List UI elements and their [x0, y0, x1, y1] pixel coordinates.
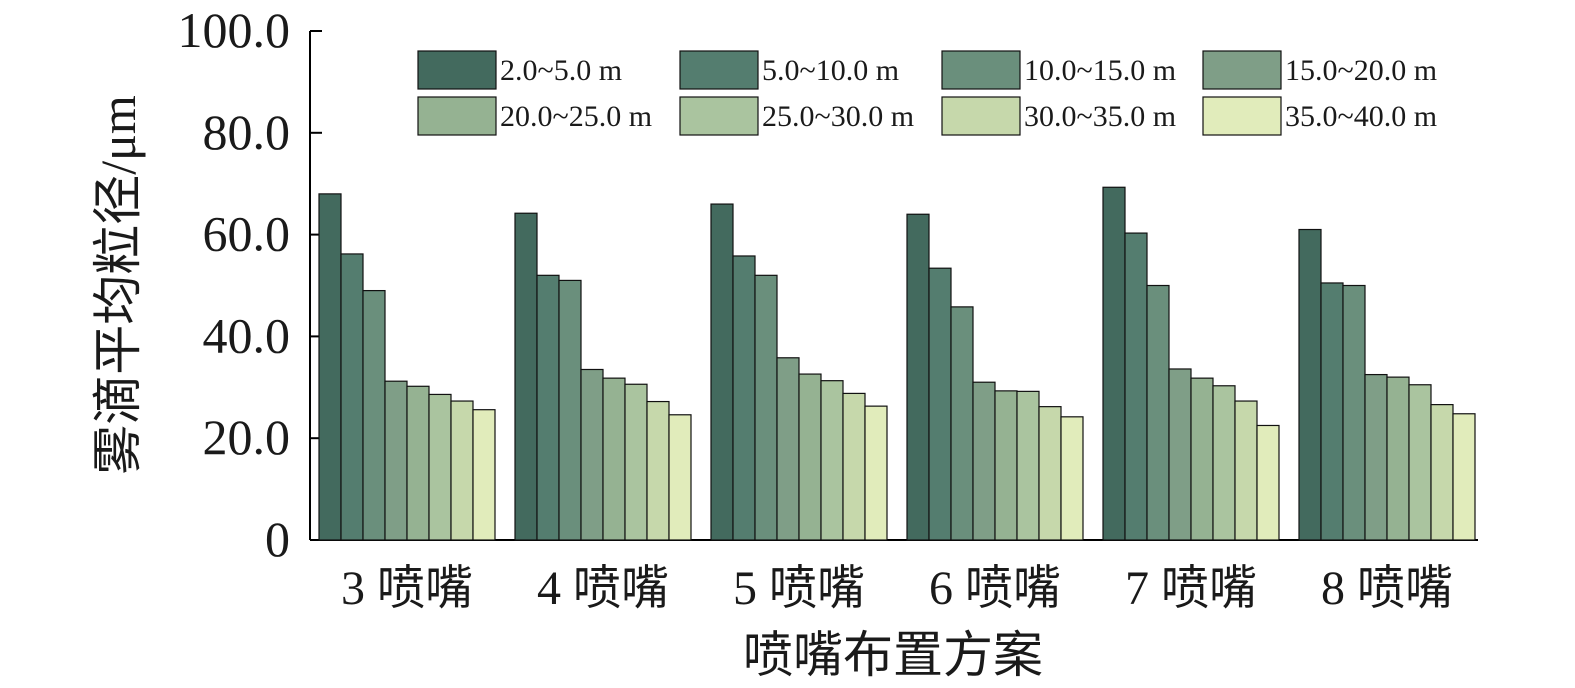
- legend-label: 5.0~10.0 m: [762, 54, 899, 87]
- x-tick-label: 3 喷嘴: [341, 562, 473, 615]
- bar: [514, 212, 538, 541]
- legend-swatch: [1202, 50, 1282, 90]
- legend-label: 2.0~5.0 m: [500, 54, 622, 87]
- y-tick-label: 80.0: [203, 104, 291, 160]
- bar: [558, 279, 582, 541]
- bar: [1430, 404, 1454, 541]
- x-tick-label: 6 喷嘴: [929, 562, 1061, 615]
- legend-swatch: [1202, 96, 1282, 136]
- bar: [1124, 232, 1148, 541]
- y-tick-label: 40.0: [203, 307, 291, 363]
- legend: 2.0~5.0 m 5.0~10.0 m 10.0~15.0 m 15.0~20.0 …: [417, 50, 1437, 136]
- x-tick-label: 7 喷嘴: [1125, 562, 1257, 615]
- bar: [536, 274, 560, 541]
- legend-label: 10.0~15.0 m: [1024, 54, 1176, 87]
- y-tick-label: 100.0: [178, 2, 291, 58]
- bar: [1234, 400, 1258, 541]
- bar: [580, 368, 604, 541]
- x-axis-title: 喷嘴布置方案: [743, 627, 1043, 683]
- bar: [710, 203, 734, 541]
- bar: [1386, 376, 1410, 541]
- legend-label: 15.0~20.0 m: [1285, 54, 1437, 87]
- legend-swatch: [679, 50, 759, 90]
- x-tick-label: 5 喷嘴: [733, 562, 865, 615]
- x-axis: 3 喷嘴 4 喷嘴 5 喷嘴 6 喷嘴 7 喷嘴 8 喷嘴: [310, 539, 1478, 615]
- bar: [928, 267, 952, 541]
- bar: [450, 400, 474, 541]
- bar: [950, 306, 974, 541]
- bar: [1212, 385, 1236, 541]
- bar: [1320, 282, 1344, 541]
- bar: [646, 400, 670, 541]
- legend-label: 35.0~40.0 m: [1285, 100, 1437, 133]
- bar: [1146, 284, 1170, 541]
- y-axis-title: 雾滴平均粒径/μm: [90, 95, 146, 475]
- legend-label: 30.0~35.0 m: [1024, 100, 1176, 133]
- legend-swatch: [941, 50, 1021, 90]
- bar: [668, 414, 692, 541]
- bar: [1408, 384, 1432, 541]
- bar: [1102, 186, 1126, 541]
- bar: [906, 213, 930, 541]
- legend-swatch: [679, 96, 759, 136]
- bar: [624, 383, 648, 541]
- bar: [340, 253, 364, 541]
- bar: [472, 409, 496, 541]
- bar: [1342, 284, 1366, 541]
- bar: [1016, 390, 1040, 541]
- bar: [994, 390, 1018, 541]
- bar: [1364, 373, 1388, 541]
- bar: [1060, 416, 1084, 541]
- y-tick-label: 60.0: [203, 206, 291, 262]
- legend-label: 20.0~25.0 m: [500, 100, 652, 133]
- bar: [820, 380, 844, 541]
- bar: [798, 373, 822, 541]
- bar: [1298, 228, 1322, 541]
- y-tick-label: 0: [265, 511, 290, 567]
- bar: [362, 289, 386, 541]
- bar: [384, 380, 408, 541]
- bar: [1452, 413, 1476, 541]
- bar: [318, 193, 342, 541]
- bar: [776, 357, 800, 541]
- legend-swatch: [941, 96, 1021, 136]
- x-tick-label: 4 喷嘴: [537, 562, 669, 615]
- bar: [602, 377, 626, 541]
- x-tick-label: 8 喷嘴: [1321, 562, 1453, 615]
- y-tick-label: 20.0: [203, 409, 291, 465]
- bar: [972, 381, 996, 541]
- bar: [406, 385, 430, 541]
- bar: [754, 274, 778, 541]
- bar: [842, 392, 866, 541]
- bar: [428, 393, 452, 541]
- bar: [1256, 424, 1280, 541]
- bar: [732, 255, 756, 541]
- bar: [1168, 368, 1192, 541]
- legend-swatch: [417, 50, 497, 90]
- bars: [318, 186, 1476, 541]
- bar: [1038, 406, 1062, 541]
- legend-label: 25.0~30.0 m: [762, 100, 914, 133]
- legend-swatch: [417, 96, 497, 136]
- y-axis: 0 20.0 40.0 60.0 80.0 100.0: [178, 2, 322, 567]
- bar: [864, 405, 888, 541]
- bar: [1190, 377, 1214, 541]
